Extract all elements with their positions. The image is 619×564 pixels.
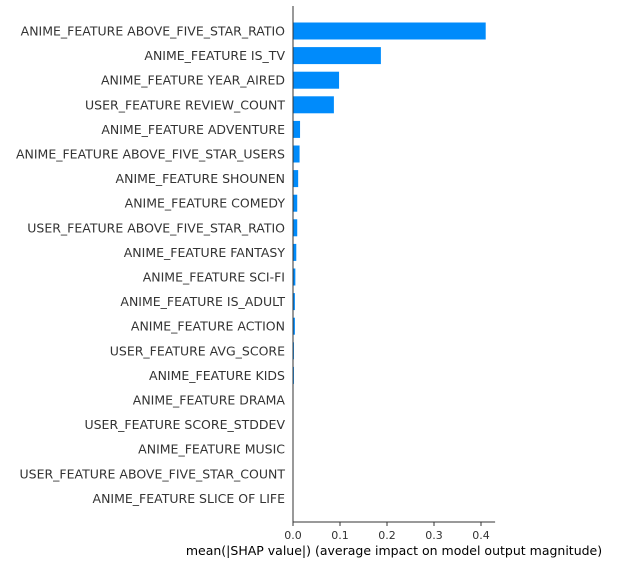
bar-2 xyxy=(293,47,381,65)
category-label-4: USER_FEATURE REVIEW_COUNT xyxy=(85,97,285,112)
bar-8 xyxy=(293,194,298,212)
category-label-19: USER_FEATURE ABOVE_FIVE_STAR_COUNT xyxy=(19,466,285,481)
category-label-10: ANIME_FEATURE FANTASY xyxy=(124,245,286,260)
category-label-3: ANIME_FEATURE YEAR_AIRED xyxy=(101,73,285,88)
bar-3 xyxy=(293,71,340,89)
bar-6 xyxy=(293,145,300,163)
bar-4 xyxy=(293,96,334,114)
bars-group xyxy=(293,22,486,507)
bar-1 xyxy=(293,22,486,40)
bar-11 xyxy=(293,268,296,286)
category-label-9: USER_FEATURE ABOVE_FIVE_STAR_RATIO xyxy=(27,220,285,235)
x-ticks-group: 0.0 0.1 0.2 0.3 0.4 xyxy=(284,522,490,542)
category-label-12: ANIME_FEATURE IS_ADULT xyxy=(120,294,285,309)
category-label-1: ANIME_FEATURE ABOVE_FIVE_STAR_RATIO xyxy=(21,24,285,39)
bar-5 xyxy=(293,120,301,138)
category-label-17: USER_FEATURE SCORE_STDDEV xyxy=(84,417,285,432)
x-tick-label-1: 0.1 xyxy=(331,529,349,542)
x-tick-label-4: 0.4 xyxy=(472,529,490,542)
category-labels-group: ANIME_FEATURE ABOVE_FIVE_STAR_RATIO ANIME… xyxy=(16,24,285,506)
x-tick-label-3: 0.3 xyxy=(425,529,443,542)
category-label-15: ANIME_FEATURE KIDS xyxy=(149,368,285,383)
category-label-5: ANIME_FEATURE ADVENTURE xyxy=(101,122,285,137)
category-label-2: ANIME_FEATURE IS_TV xyxy=(144,48,285,63)
category-label-14: USER_FEATURE AVG_SCORE xyxy=(110,343,285,358)
bar-7 xyxy=(293,170,299,188)
category-label-7: ANIME_FEATURE SHOUNEN xyxy=(116,171,285,186)
bar-13 xyxy=(293,317,295,335)
bar-12 xyxy=(293,293,295,311)
category-label-18: ANIME_FEATURE MUSIC xyxy=(138,442,285,457)
x-tick-label-0: 0.0 xyxy=(284,529,302,542)
category-label-6: ANIME_FEATURE ABOVE_FIVE_STAR_USERS xyxy=(16,147,285,162)
category-label-13: ANIME_FEATURE ACTION xyxy=(131,319,285,334)
category-label-11: ANIME_FEATURE SCI-FI xyxy=(143,270,285,285)
bar-9 xyxy=(293,219,298,237)
category-label-16: ANIME_FEATURE DRAMA xyxy=(133,393,286,408)
bar-10 xyxy=(293,243,297,261)
category-label-8: ANIME_FEATURE COMEDY xyxy=(125,196,286,211)
x-tick-label-2: 0.2 xyxy=(378,529,396,542)
x-axis-label: mean(|SHAP value|) (average impact on mo… xyxy=(186,543,602,558)
category-label-20: ANIME_FEATURE SLICE OF LIFE xyxy=(93,491,286,506)
